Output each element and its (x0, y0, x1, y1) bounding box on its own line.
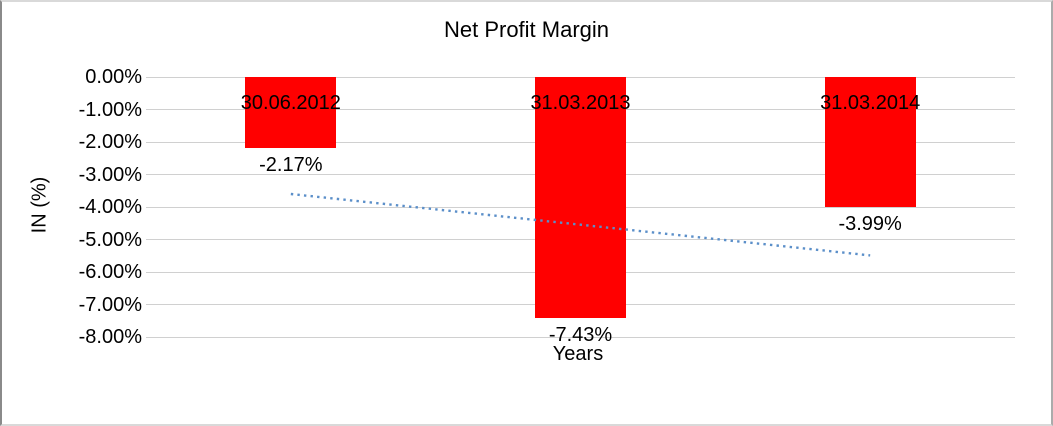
y-tick-label: -5.00% (78, 228, 142, 251)
category-label: 31.03.2013 (530, 92, 631, 114)
x-axis-title: Years (552, 343, 604, 365)
y-tick-label: -4.00% (78, 196, 142, 218)
y-tick-label: -6.00% (78, 261, 142, 283)
category-label: 31.03.2014 (820, 92, 921, 114)
y-tick-label: -8.00% (78, 326, 142, 348)
y-tick-label: -7.00% (78, 293, 142, 316)
value-label: -2.17% (259, 153, 323, 176)
y-tick-label: -1.00% (78, 98, 142, 121)
y-tick-label: 0.00% (85, 66, 142, 88)
y-tick-label: -2.00% (78, 131, 142, 153)
value-label: -7.43% (548, 324, 613, 347)
bar-30.06.2012 (245, 77, 337, 148)
value-label: -3.99% (838, 212, 902, 235)
category-label: 30.06.2012 (240, 92, 341, 114)
bar-31.03.2014 (824, 77, 916, 207)
y-tick-label: -3.00% (78, 163, 142, 186)
gridline (146, 336, 1015, 338)
chart-title: Net Profit Margin (443, 17, 610, 42)
